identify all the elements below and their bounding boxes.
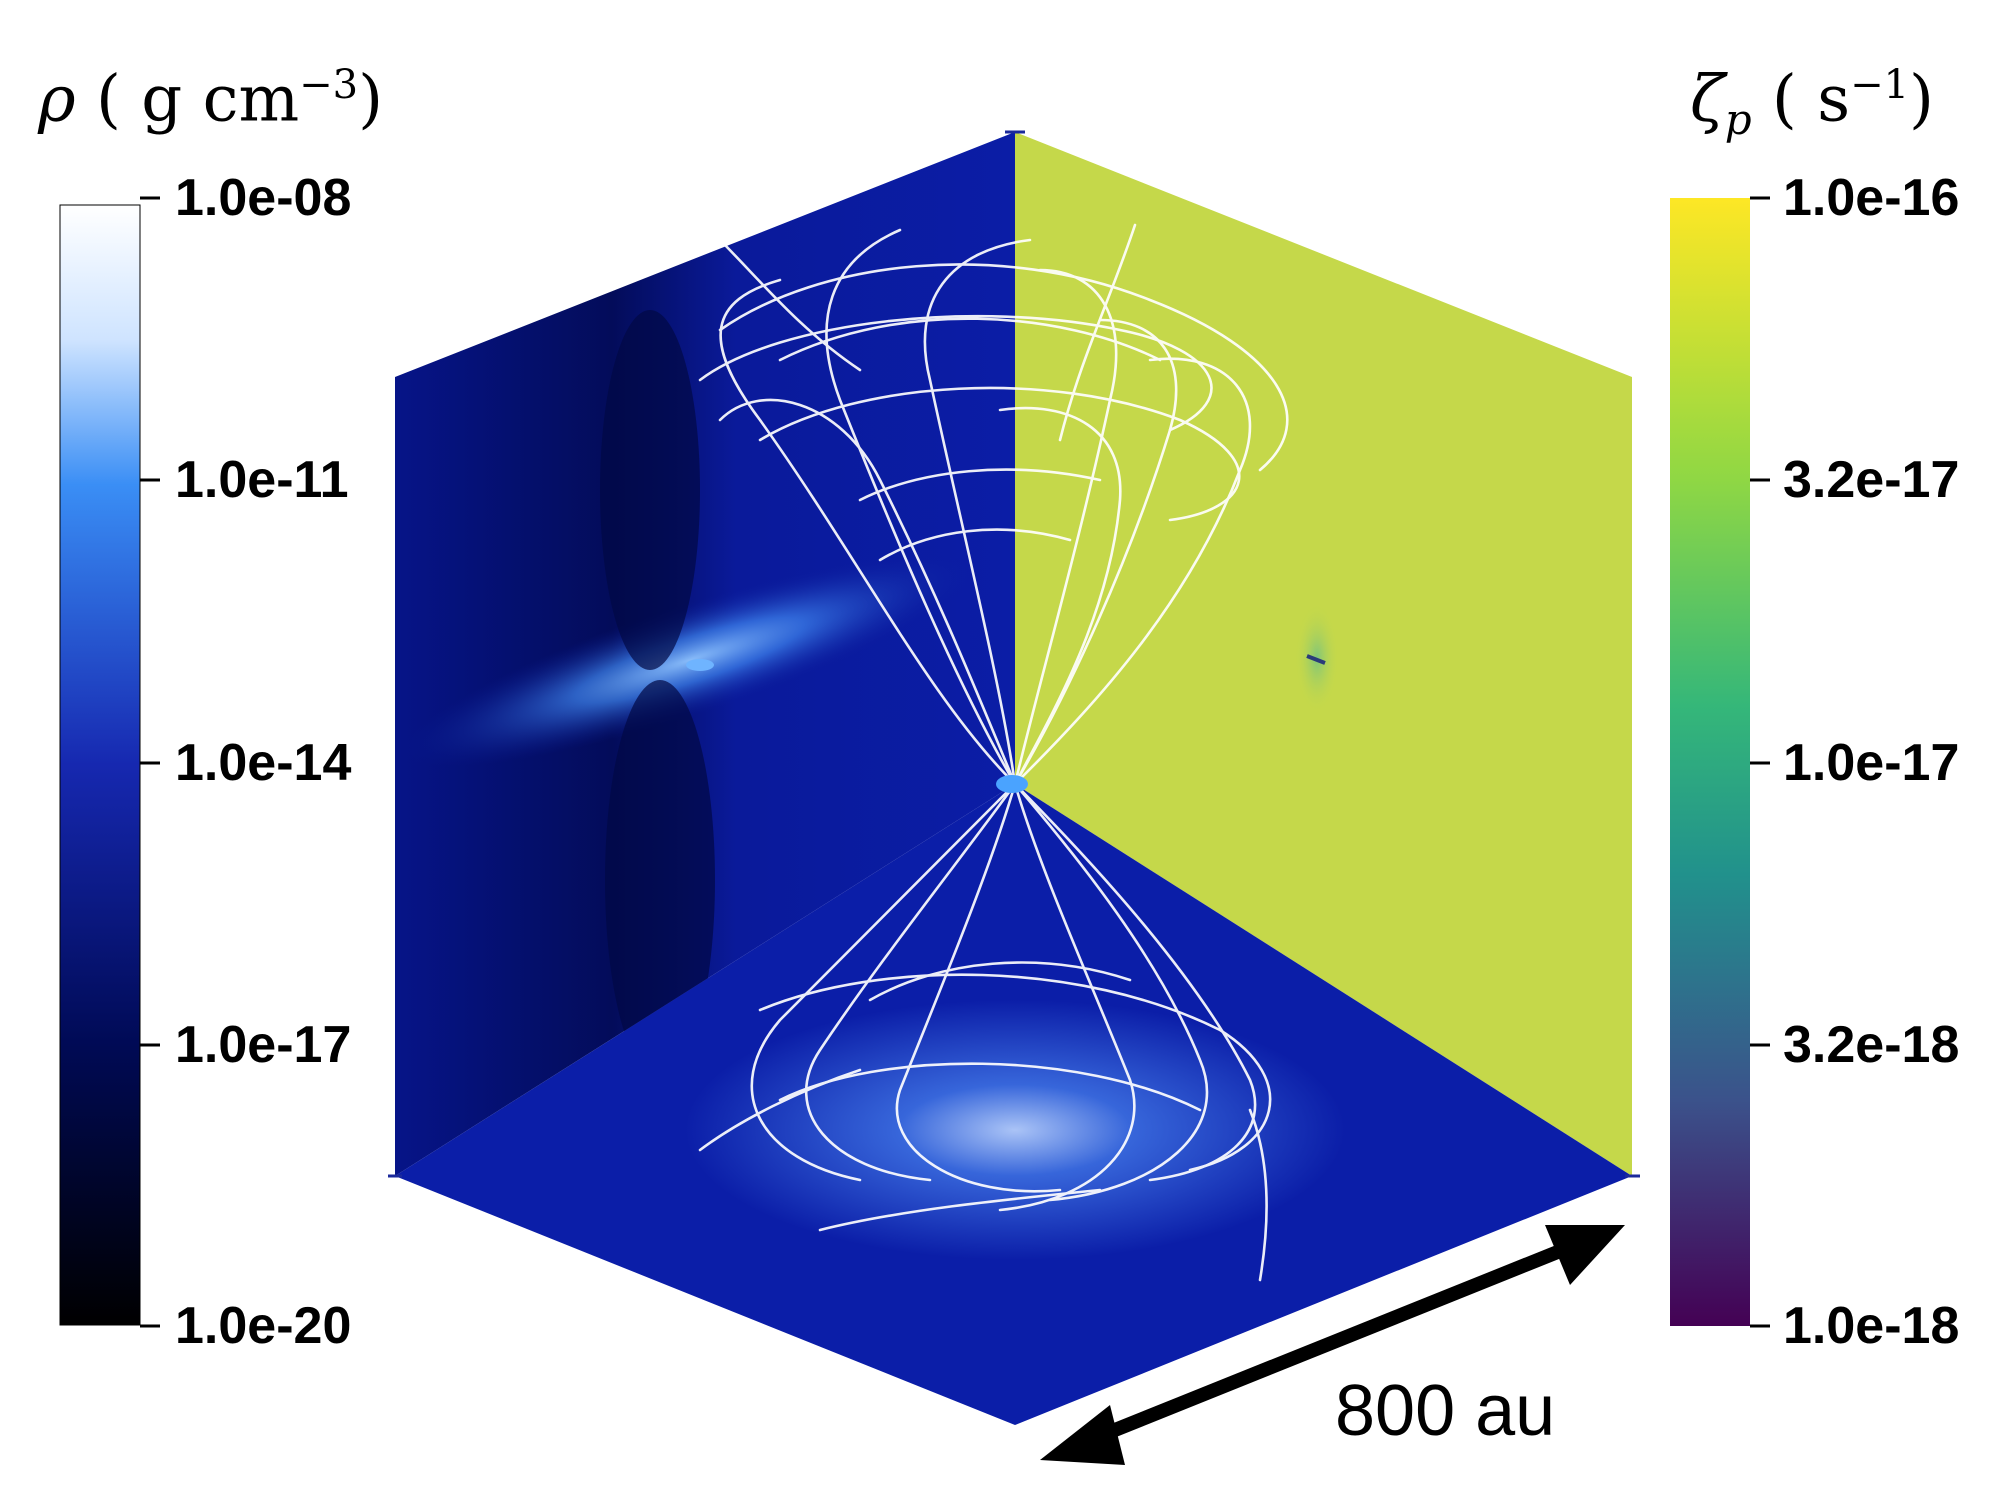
ionization-tick-label: 3.2e-18	[1783, 1016, 1960, 1074]
ionization-tick-label: 1.0e-18	[1783, 1297, 1960, 1355]
density-unit-exponent: −3	[299, 62, 359, 108]
ionization-colorbar-title: ζp ( s−1)	[1690, 62, 1934, 144]
disk-glow	[404, 553, 976, 767]
ionization-unit-exponent: −1	[1850, 62, 1910, 108]
density-tick-label: 1.0e-14	[175, 734, 352, 792]
protostar-marker	[686, 659, 714, 671]
magnetic-field-lines	[698, 223, 1289, 1282]
scale-bar-label: 800 au	[1335, 1371, 1556, 1451]
ionization-colorbar-ticks	[1750, 196, 1770, 1328]
ionization-core-marker	[1306, 654, 1326, 665]
density-tick-label: 1.0e-20	[175, 1297, 352, 1355]
density-colorbar-title: ρ ( g cm−3)	[38, 62, 383, 136]
dark-cavity-upper	[600, 310, 700, 670]
ionization-tick-label: 1.0e-16	[1783, 169, 1960, 227]
central-core	[996, 775, 1028, 793]
ionization-tick-label: 3.2e-17	[1783, 451, 1960, 509]
density-tick-label: 1.0e-11	[175, 451, 349, 509]
density-tick-label: 1.0e-08	[175, 169, 352, 227]
ionization-unit-close: )	[1909, 62, 1935, 137]
ionization-unit: ( s	[1771, 62, 1851, 137]
density-colorbar	[59, 204, 141, 1326]
cube-corner-marks	[388, 130, 1640, 1178]
ionization-colorbar	[1670, 198, 1750, 1326]
density-tick-label: 1.0e-17	[175, 1016, 352, 1074]
dark-cavity-lower	[605, 680, 715, 1080]
ionization-symbol: ζ	[1690, 62, 1725, 137]
density-unit-close: )	[358, 62, 384, 137]
ionization-tick-label: 1.0e-17	[1783, 734, 1960, 792]
density-unit: ( g cm	[95, 62, 300, 137]
scale-bar-arrow	[1040, 1225, 1625, 1465]
density-symbol: ρ	[38, 62, 76, 137]
floor-glow	[685, 1000, 1345, 1260]
density-colorbar-ticks	[140, 196, 160, 1328]
ionization-subscript: p	[1724, 95, 1752, 145]
